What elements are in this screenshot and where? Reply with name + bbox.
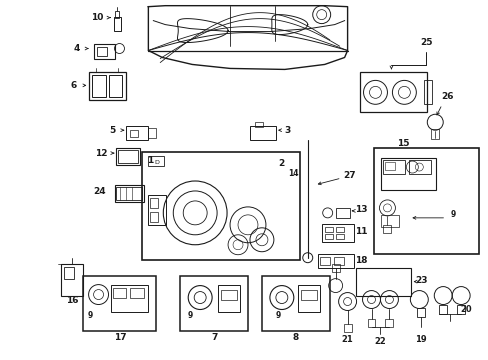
Bar — [82, 276, 156, 332]
Text: 13: 13 — [355, 206, 367, 215]
Bar — [333, 257, 343, 265]
Bar — [126, 126, 148, 140]
Bar — [218, 285, 240, 312]
Bar — [335, 208, 349, 218]
Text: 9: 9 — [88, 311, 93, 320]
Text: 26: 26 — [440, 92, 452, 101]
Text: 27: 27 — [343, 171, 355, 180]
Text: 14: 14 — [288, 168, 298, 177]
Bar — [96, 46, 106, 57]
Text: 8: 8 — [292, 333, 298, 342]
Bar — [381, 158, 435, 190]
Bar — [456, 305, 464, 315]
Text: 12: 12 — [95, 149, 107, 158]
Text: 23: 23 — [414, 276, 427, 285]
Text: 7: 7 — [210, 333, 217, 342]
Bar — [249, 126, 275, 140]
Bar — [335, 227, 343, 232]
Bar — [335, 234, 343, 239]
Bar — [91, 75, 105, 97]
Bar — [148, 128, 156, 138]
Bar — [254, 122, 263, 127]
Bar — [221, 289, 237, 300]
Text: 19: 19 — [415, 335, 426, 344]
Bar — [150, 198, 158, 208]
Bar — [118, 150, 138, 163]
Text: 1: 1 — [147, 156, 153, 165]
Bar — [381, 215, 399, 227]
Bar — [438, 305, 447, 315]
Text: 5: 5 — [109, 126, 115, 135]
Text: 22: 22 — [374, 337, 386, 346]
Bar — [359, 72, 427, 112]
Bar — [88, 72, 126, 100]
Text: 9: 9 — [187, 311, 192, 320]
Text: 11: 11 — [355, 227, 367, 236]
Bar — [114, 185, 144, 202]
Text: 15: 15 — [396, 139, 409, 148]
Bar — [383, 160, 405, 174]
Bar — [130, 288, 144, 298]
Bar — [416, 307, 425, 318]
Text: 6: 6 — [70, 81, 77, 90]
Text: 4: 4 — [73, 44, 80, 53]
Bar — [385, 162, 395, 170]
Text: 18: 18 — [355, 256, 367, 265]
Text: 9: 9 — [275, 311, 280, 320]
Bar — [324, 227, 332, 232]
Bar — [148, 156, 164, 166]
Bar — [319, 257, 329, 265]
Bar — [430, 129, 438, 139]
Bar — [113, 17, 121, 31]
Bar — [355, 268, 410, 296]
Bar — [110, 285, 148, 312]
Bar — [383, 225, 390, 233]
Text: D: D — [154, 159, 159, 165]
Bar — [408, 160, 430, 174]
Text: 3: 3 — [284, 126, 290, 135]
Bar — [148, 195, 166, 225]
Bar — [331, 264, 339, 272]
Text: 2: 2 — [278, 158, 285, 167]
Text: 25: 25 — [419, 38, 432, 47]
Bar — [324, 234, 332, 239]
Bar — [180, 276, 247, 332]
Text: 20: 20 — [459, 305, 471, 314]
Bar — [116, 148, 140, 165]
Text: 9: 9 — [449, 210, 455, 219]
Bar — [130, 130, 138, 137]
Bar — [424, 80, 431, 104]
Bar — [300, 289, 316, 300]
Bar — [373, 148, 478, 254]
Bar — [116, 187, 142, 200]
Bar — [297, 285, 319, 312]
Bar — [93, 44, 115, 59]
Text: 24: 24 — [93, 188, 106, 197]
Bar — [343, 324, 351, 332]
Bar — [262, 276, 329, 332]
Bar — [61, 264, 82, 296]
Bar — [108, 75, 122, 97]
Bar — [321, 224, 353, 242]
Bar — [63, 267, 74, 279]
Text: 21: 21 — [341, 335, 353, 344]
Bar — [317, 254, 353, 268]
Text: 10: 10 — [91, 13, 103, 22]
Bar — [115, 11, 119, 18]
Text: 16: 16 — [66, 296, 79, 305]
Bar — [112, 288, 126, 298]
Text: 17: 17 — [114, 333, 126, 342]
Bar — [150, 212, 158, 222]
Bar — [367, 319, 375, 328]
Bar — [385, 319, 393, 328]
Bar — [142, 152, 299, 260]
